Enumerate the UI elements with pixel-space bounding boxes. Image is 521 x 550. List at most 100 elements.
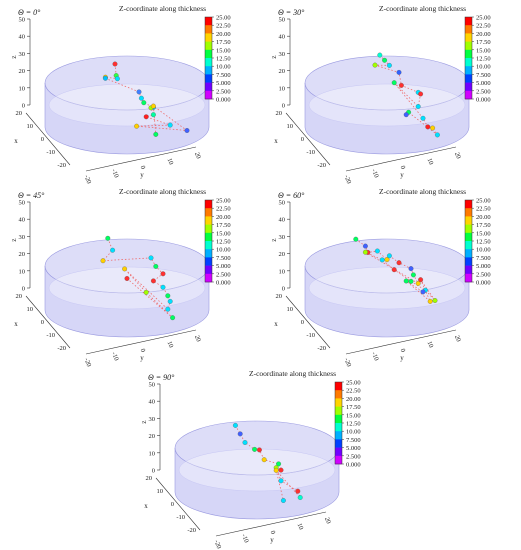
y-tick-label: 0 [139,165,147,170]
colorbar-segment [205,41,212,51]
colorbar-tick-label: 0.000 [216,280,231,287]
x-tick-label: -20 [57,162,66,169]
z-tick-label: 20 [19,251,26,258]
data-point [434,132,440,138]
y-tick-label: 20 [453,334,462,343]
z-tick-label: 40 [149,399,156,406]
colorbar-tick-label: 12.50 [476,56,491,63]
z-tick-label: 10 [19,268,26,275]
data-point [122,266,128,272]
y-tick-label: -10 [110,168,120,179]
data-point [237,431,243,437]
y-tick-label: -20 [83,357,93,368]
x-tick-label: 0 [171,501,174,508]
colorbar-tick-label: 7.500 [216,255,231,262]
z-tick-label: 50 [279,200,286,207]
colorbar-segment [335,406,342,416]
trajectory-line [374,54,438,136]
colorbar-segment [465,33,472,42]
data-point [167,122,173,128]
x-axis-line [285,295,331,349]
colorbar-segment [205,90,212,100]
data-point [377,52,383,58]
colorbar-tick-label: 2.500 [346,453,361,460]
colorbar-tick-label: 25.00 [216,15,231,22]
colorbar-segment [465,41,472,51]
y-tick-label: 20 [453,151,462,160]
data-point [112,61,118,67]
y-tick-label: -10 [240,533,250,544]
data-point [379,257,385,263]
x-tick-label: -10 [176,514,185,521]
cylinder-inner-floor [308,266,466,310]
data-point [141,100,147,106]
colorbar-segment [465,66,472,75]
z-tick-label: 50 [19,17,26,24]
colorbar-segment [205,257,212,266]
data-point [410,272,416,278]
colorbar-tick-label: 12.50 [216,56,231,63]
colorbar-segment [465,49,472,59]
data-point [398,82,404,88]
colorbar-tick-label: 2.500 [476,271,491,278]
colorbar-tick-label: 0.000 [476,97,491,104]
colorbar-tick-label: 15.00 [346,412,361,419]
colorbar-tick-label: 5.000 [346,445,361,452]
colorbar-tick-label: 25.00 [216,198,231,205]
angle-label: Θ = 0° [18,8,41,17]
y-tick-label: 0 [399,165,407,170]
colorbar-tick-label: 5.000 [216,80,231,87]
y-axis-line [345,329,457,355]
x-axis-title: x [14,137,18,145]
data-point [278,467,284,473]
y-axis-line [215,511,327,537]
z-tick-label: 10 [279,85,286,92]
colorbar-tick-label: 7.500 [476,72,491,79]
z-axis-title: z [270,238,278,241]
data-point [403,112,409,118]
x-tick-label: 20 [16,110,23,117]
y-tick-label: -10 [110,351,120,362]
x-axis-line [25,295,71,349]
angle-label: Θ = 30° [278,8,305,17]
trajectory-line [102,238,173,319]
y-tick-label: 10 [426,340,435,349]
x-axis-title: x [14,320,18,328]
colorbar-tick-label: 25.00 [476,15,491,22]
colorbar-segment [205,49,212,59]
y-axis-title: y [400,171,404,179]
y-tick-label: 20 [193,151,202,160]
data-point [415,280,421,286]
data-point [276,461,282,467]
z-tick-label: 20 [279,68,286,75]
x-tick-label: 10 [287,123,294,130]
colorbar-tick-label: 17.50 [216,39,231,46]
colorbar-segment [465,241,472,250]
angle-label: Θ = 90° [148,373,175,382]
colorbar-tick-label: 12.50 [476,239,491,246]
data-point [391,80,397,86]
x-tick-label: -20 [187,527,196,534]
data-point [432,298,438,303]
colorbar-segment [335,455,342,465]
data-point [124,276,130,281]
colorbar-segment [335,398,342,407]
x-axis-title: x [144,502,148,510]
data-point [138,95,144,101]
colorbar-tick-label: 15.00 [476,47,491,54]
colorbar-segment [205,74,212,83]
data-point [386,62,392,68]
z-tick-label: 40 [19,217,26,224]
colorbar-segment [335,447,342,457]
data-point [232,422,238,428]
z-tick-label: 30 [149,416,156,423]
cylinder-inner-floor [48,83,206,127]
colorbar-segment [465,17,472,26]
z-tick-label: 0 [152,468,155,475]
colorbar-tick-label: 20.00 [476,31,491,38]
colorbar-segment [205,224,212,234]
colorbar-tick-label: 7.500 [346,437,361,444]
